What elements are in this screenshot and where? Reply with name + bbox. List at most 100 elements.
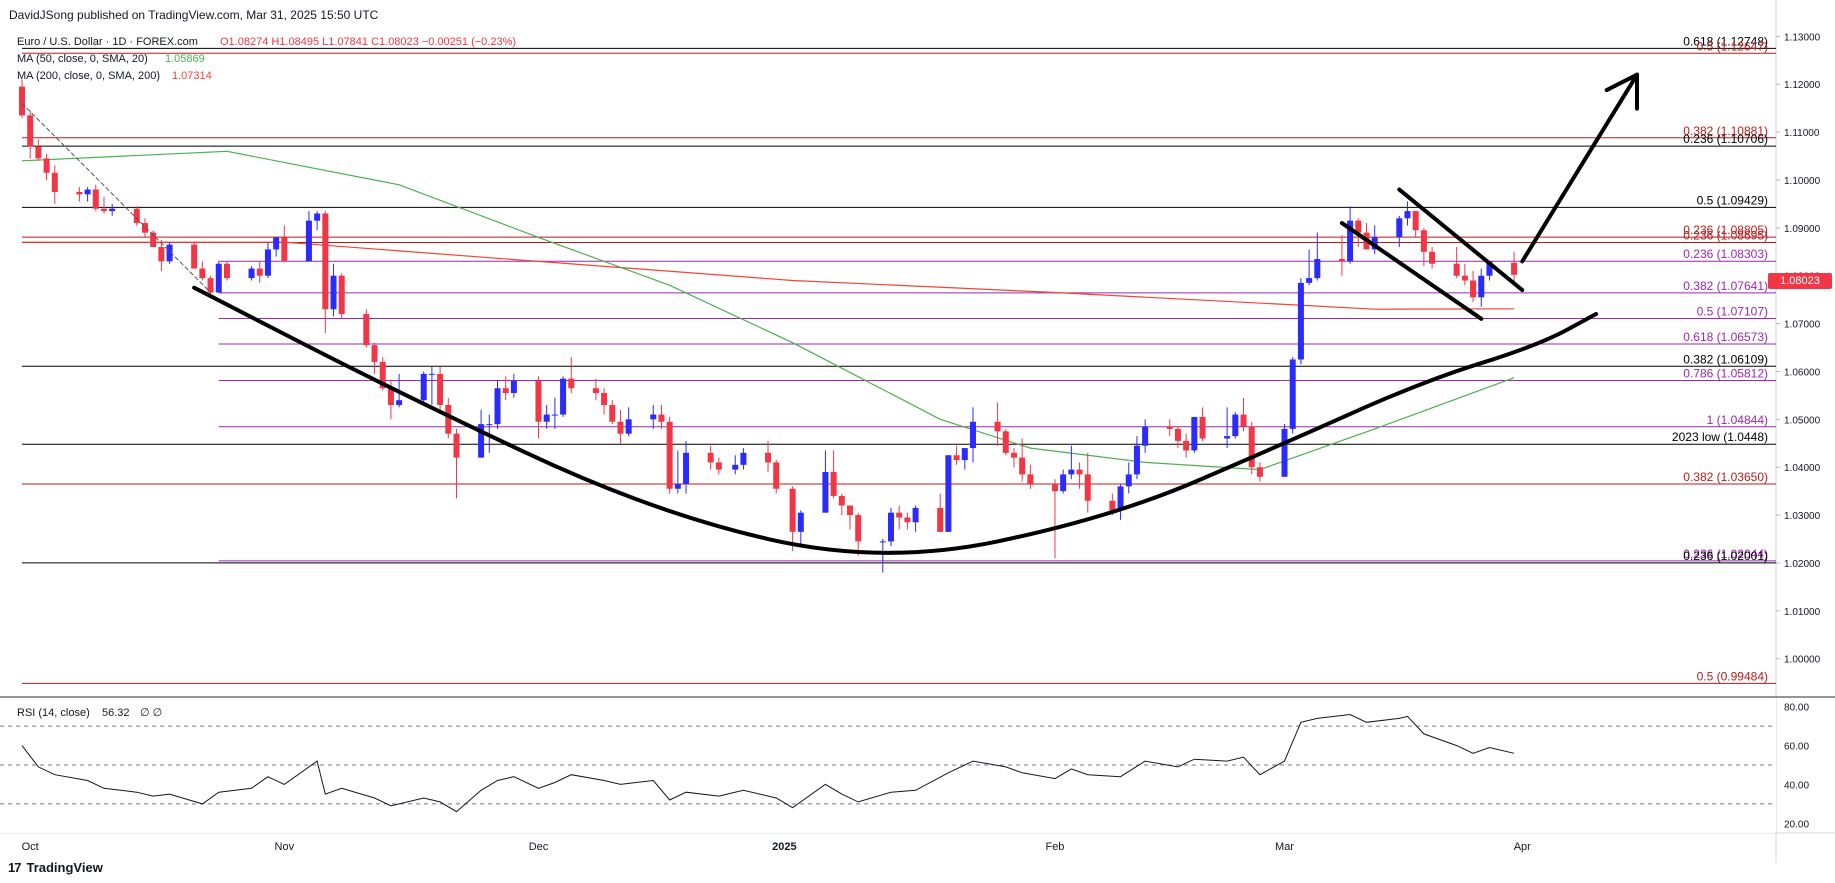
ma200-line bbox=[22, 241, 1515, 310]
candle bbox=[674, 450, 681, 494]
candle bbox=[100, 196, 107, 214]
candle-body bbox=[1183, 440, 1190, 451]
candle-body bbox=[912, 507, 919, 523]
candle bbox=[1396, 215, 1403, 247]
candle-body bbox=[1142, 426, 1149, 446]
candle-body bbox=[830, 472, 837, 496]
candle bbox=[937, 493, 944, 532]
candle bbox=[51, 165, 58, 204]
fib-label: 0.236 (1.02044) bbox=[1683, 547, 1768, 561]
candle-body bbox=[1224, 436, 1231, 439]
candle-body bbox=[1297, 282, 1304, 360]
candle bbox=[969, 407, 976, 463]
candle-body bbox=[1125, 474, 1132, 487]
candle-body bbox=[1076, 469, 1083, 475]
candle-body bbox=[215, 263, 222, 293]
candle bbox=[847, 505, 854, 530]
price-tick-label: 1.00000 bbox=[1784, 655, 1821, 666]
candle-body bbox=[1470, 280, 1477, 298]
fib-label: 0.236 (1.02001) bbox=[1683, 549, 1768, 563]
candle bbox=[338, 273, 345, 319]
candle bbox=[478, 409, 485, 458]
candle bbox=[1289, 357, 1296, 434]
candle bbox=[305, 211, 312, 262]
candle-body bbox=[707, 452, 714, 463]
candle-body bbox=[1232, 414, 1239, 437]
fib-label: 0.236 (1.08805) bbox=[1683, 223, 1768, 237]
candle bbox=[363, 309, 370, 348]
candle bbox=[1240, 397, 1247, 432]
candle bbox=[1183, 433, 1190, 458]
candle-body bbox=[1453, 263, 1460, 276]
time-tick-label: 2025 bbox=[772, 841, 796, 853]
candle bbox=[1412, 211, 1419, 238]
candle bbox=[215, 261, 222, 293]
legend-ma200-value: 1.07314 bbox=[172, 70, 212, 82]
candle bbox=[1429, 247, 1436, 269]
candle bbox=[133, 206, 140, 226]
ma50-line bbox=[21, 150, 1515, 471]
candle-body bbox=[715, 462, 722, 470]
price-tick-label: 1.09000 bbox=[1784, 224, 1821, 235]
rsi-tick-label: 40.00 bbox=[1784, 780, 1809, 791]
candle-body bbox=[543, 414, 550, 422]
price-tick-label: 1.13000 bbox=[1784, 32, 1821, 43]
candle bbox=[945, 455, 952, 532]
candle-body bbox=[314, 213, 321, 221]
candle bbox=[223, 261, 230, 281]
candle bbox=[543, 404, 550, 429]
candle-body bbox=[1060, 474, 1067, 492]
candle-body bbox=[1486, 261, 1493, 276]
candle bbox=[371, 342, 378, 374]
candle-body bbox=[592, 388, 599, 394]
candle-body bbox=[51, 172, 58, 192]
candle-body bbox=[445, 404, 452, 434]
candle-body bbox=[1306, 278, 1313, 283]
candle-body bbox=[551, 414, 558, 416]
last-price-tag: 1.08023 bbox=[1768, 273, 1832, 289]
candle bbox=[330, 263, 337, 317]
candle-body bbox=[879, 541, 886, 543]
drawings bbox=[21, 72, 1640, 555]
candle bbox=[1084, 452, 1091, 513]
candle bbox=[888, 507, 894, 547]
candle bbox=[617, 409, 624, 444]
candle bbox=[166, 242, 173, 264]
time-tick-label: Feb bbox=[1045, 841, 1064, 853]
fib-label: 0.236 (1.08303) bbox=[1683, 247, 1768, 261]
candle bbox=[1461, 263, 1468, 286]
arrowhead-icon bbox=[1604, 72, 1640, 111]
fib-levels bbox=[22, 47, 1776, 684]
candle-body bbox=[109, 208, 116, 212]
candle-body bbox=[658, 414, 665, 422]
candle bbox=[207, 275, 214, 295]
fib-label: 2023 low (1.0448) bbox=[1672, 430, 1768, 444]
legend-symbol: Euro / U.S. Dollar · 1D · FOREX.com bbox=[17, 36, 198, 48]
rsi-tick-label: 80.00 bbox=[1784, 703, 1809, 714]
candle-body bbox=[1347, 220, 1354, 262]
candle bbox=[855, 512, 862, 556]
fib-label: 0.382 (1.06109) bbox=[1683, 352, 1768, 366]
candle bbox=[35, 139, 42, 161]
candle-body bbox=[937, 507, 944, 532]
candle-body bbox=[674, 483, 681, 489]
candle-body bbox=[904, 517, 911, 523]
candle bbox=[264, 242, 271, 279]
candle-body bbox=[27, 115, 34, 147]
candle-body bbox=[100, 208, 107, 212]
candle bbox=[510, 373, 517, 398]
candle bbox=[797, 510, 804, 544]
rsi-tick-label: 60.00 bbox=[1784, 742, 1809, 753]
candle bbox=[822, 450, 829, 513]
candle-body bbox=[1338, 258, 1345, 262]
price-tick-label: 1.12000 bbox=[1784, 80, 1821, 91]
candle-body bbox=[1461, 275, 1468, 281]
candle bbox=[1191, 416, 1198, 453]
fib-label: 0.382 (1.10881) bbox=[1683, 124, 1768, 138]
candle-body bbox=[322, 213, 329, 310]
price-tick-label: 1.06000 bbox=[1784, 367, 1821, 378]
fib-label: 0.5 (1.07107) bbox=[1697, 304, 1768, 318]
fib-label: 0.5 (1.12647) bbox=[1697, 39, 1768, 53]
fib-label: 0.5 (0.99484) bbox=[1697, 669, 1768, 683]
